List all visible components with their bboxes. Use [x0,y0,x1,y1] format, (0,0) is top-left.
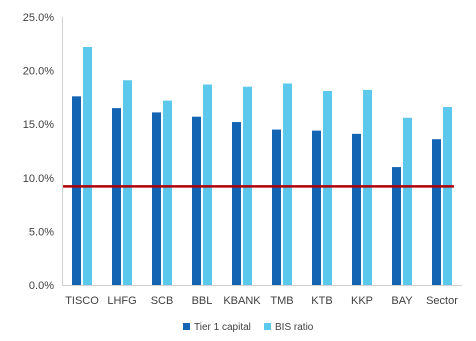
x-tick-label-tmb: TMB [270,295,293,307]
bis-bar-ktb [323,90,332,285]
y-tick-label: 20.0% [23,66,54,78]
x-tick-label-kbank: KBANK [223,295,261,307]
legend-swatch-bis [264,323,271,330]
legend-swatch-tier1 [183,323,190,330]
legend-label-tier1: Tier 1 capital [194,322,251,333]
tier1-bar-bbl [192,116,201,285]
x-tick-label-bbl: BBL [192,295,213,307]
bis-bar-sector [443,107,452,285]
bis-bar-tmb [283,83,292,286]
tier1-bar-bay [392,167,401,285]
x-tick-label-ktb: KTB [311,295,332,307]
x-tick-label-lhfg: LHFG [107,295,136,307]
tier1-bar-tmb [272,129,281,285]
x-tick-label-sector: Sector [426,295,458,307]
tier1-bar-tisco [72,96,81,285]
bis-bar-scb [163,100,172,285]
x-tick-label-scb: SCB [151,295,174,307]
bis-bar-lhfg [123,80,132,285]
tier1-bar-sector [432,139,441,285]
legend: Tier 1 capital BIS ratio [183,322,314,333]
tier1-bar-lhfg [112,108,121,286]
tier1-bar-kkp [352,133,361,285]
legend-label-bis: BIS ratio [275,322,314,333]
x-axis-tick-labels: TISCO LHFG SCB BBL KBANK TMB KTB KKP BAY Sector [65,295,458,307]
y-tick-label: 25.0% [23,12,54,24]
y-tick-label: 10.0% [23,173,54,185]
x-tick-label-kkp: KKP [351,295,373,307]
x-tick-label-tisco: TISCO [65,295,99,307]
y-tick-label: 15.0% [23,119,54,131]
x-tick-label-bay: BAY [391,295,413,307]
y-axis-tick-labels: 0.0% 5.0% 10.0% 15.0% 20.0% 25.0% [23,12,54,292]
tier1-bar-scb [152,112,161,286]
tier1-bar-kbank [232,122,241,285]
bis-bar-bbl [203,84,212,285]
y-tick-label: 0.0% [29,280,54,292]
bis-bar-tisco [83,47,92,286]
y-tick-label: 5.0% [29,226,54,238]
bar-series-group [72,47,452,286]
tier1-bar-ktb [312,130,321,285]
bis-bar-bay [403,117,412,285]
